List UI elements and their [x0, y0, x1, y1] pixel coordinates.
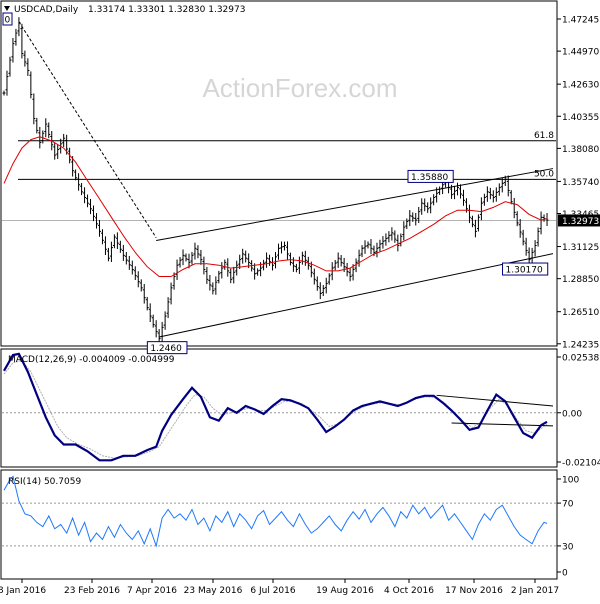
- chart-header: USDCAD,Daily 1.33174 1.33301 1.32830 1.3…: [4, 5, 245, 15]
- macd-title: MACD(12,26,9) -0.004009 -0.004999: [8, 355, 175, 365]
- axis-layer: 1.47245 1.44970 1.42630 1.40355 1.38080 1.357…: [0, 16, 600, 596]
- macd-signal-line: [3, 360, 548, 459]
- x-axis-tick-label: 7 Apr 2016: [127, 586, 177, 596]
- y-axis-tick-label: 100: [562, 476, 579, 486]
- y-axis-tick-label: 1.26510: [562, 308, 599, 318]
- panel-frames: [0, 0, 558, 580]
- rsi-layer: [2, 475, 556, 548]
- price-annotation-box: [502, 262, 549, 276]
- x-axis-tick-label: 2 Jan 2017: [511, 586, 559, 596]
- x-axis-tick-label: 19 Aug 2016: [316, 586, 374, 596]
- y-axis-tick-label: 1.44970: [562, 48, 599, 58]
- y-axis-tick-label: 0: [562, 569, 568, 579]
- symbol-label: USDCAD,Daily: [14, 5, 79, 15]
- y-axis-tick-label: -0.021042: [562, 459, 600, 469]
- collapse-triangle-icon[interactable]: [4, 6, 10, 11]
- marker-label: 0: [5, 16, 11, 26]
- price-annotation-label: 1.30170: [506, 266, 543, 276]
- current-price-label: 1.32973: [562, 217, 599, 227]
- dashed-trend-line: [18, 21, 157, 238]
- macd-layer: [2, 352, 556, 462]
- fib-level-label: 61.8: [534, 131, 554, 141]
- rsi-title: RSI(14) 50.7059: [8, 477, 81, 487]
- y-axis-tick-label: 1.47245: [562, 16, 599, 26]
- price-layer: 61.8 50.0 1.2460 1.35880 1.30170 0: [2, 12, 556, 355]
- price-annotation-label: 1.35880: [411, 173, 448, 183]
- x-axis-tick-label: 23 May 2016: [184, 586, 243, 596]
- macd-trend-line: [436, 394, 554, 407]
- x-axis-tick-label: 23 Feb 2016: [64, 586, 120, 596]
- y-axis-tick-label: 1.31125: [562, 243, 599, 253]
- watermark-text: ActionForex.com: [202, 73, 397, 103]
- price-annotation-label: 1.2460: [150, 344, 182, 354]
- macd-main-line: [3, 352, 548, 462]
- ohlc-label: 1.33174 1.33301 1.32830 1.32973: [88, 5, 245, 15]
- y-axis-tick-label: 1.24235: [562, 340, 599, 350]
- channel-lower-line: [159, 253, 554, 338]
- x-axis-tick-label: 17 Nov 2016: [445, 586, 503, 596]
- y-axis-tick-label: 0.02538: [562, 354, 599, 364]
- price-annotation-box: [146, 341, 188, 355]
- marker-box: [2, 12, 13, 26]
- y-axis-tick-label: 1.38080: [562, 145, 599, 155]
- current-price-box: [558, 214, 600, 227]
- x-axis-tick-label: 4 Oct 2016: [384, 586, 434, 596]
- y-axis-tick-label: 0.00: [562, 409, 582, 419]
- y-axis-tick-label: 1.28850: [562, 275, 599, 285]
- y-axis-tick-label: 1.42630: [562, 81, 599, 91]
- y-axis-tick-label: 1.40355: [562, 113, 599, 123]
- macd-trend-line: [451, 422, 554, 427]
- y-axis-tick-label: 30: [562, 542, 574, 552]
- fib-level-label: 50.0: [534, 169, 554, 179]
- y-axis-tick-label: 70: [562, 500, 574, 510]
- macd-panel-frame: [0, 348, 558, 468]
- x-axis-tick-label: 8 Jan 2016: [0, 586, 46, 596]
- channel-upper-line: [156, 168, 554, 242]
- price-annotation-box: [407, 169, 454, 183]
- y-axis-tick-label: 1.35740: [562, 178, 599, 188]
- rsi-line: [3, 475, 548, 548]
- moving-average-line: [3, 136, 548, 277]
- rsi-panel-frame: [0, 469, 558, 580]
- price-panel-frame: [0, 0, 558, 347]
- x-axis-tick-label: 6 Jul 2016: [250, 586, 295, 596]
